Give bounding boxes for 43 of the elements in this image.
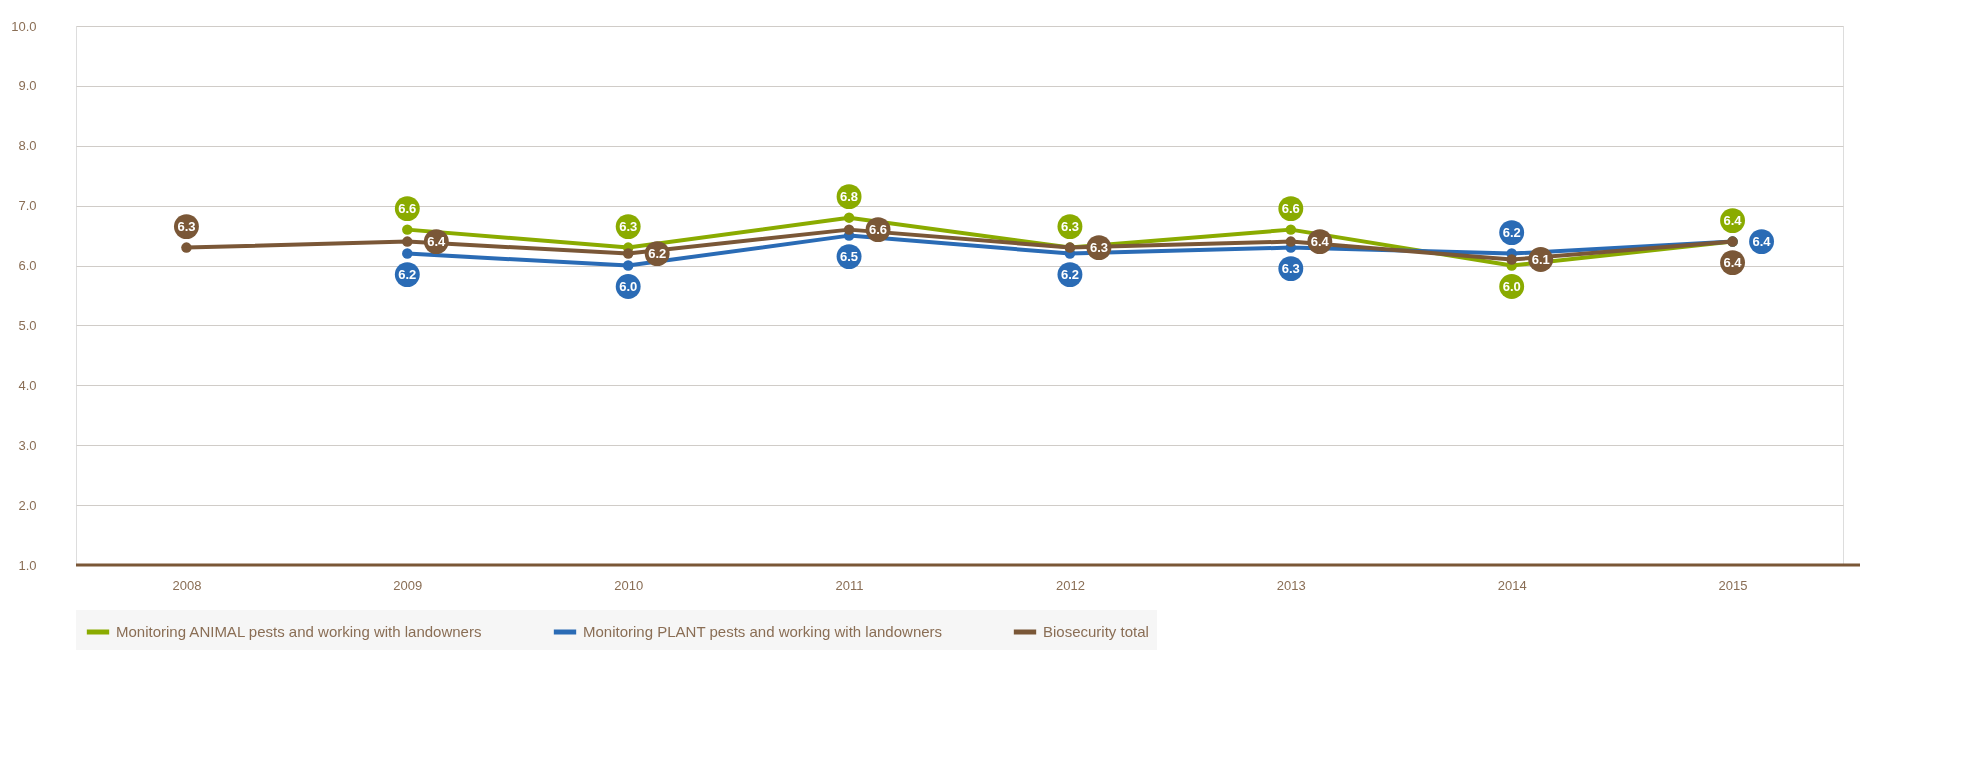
data-label: 6.2 [1502,224,1521,240]
data-label: 6.3 [1089,239,1108,255]
y-tick-label: 5.0 [18,317,37,333]
x-tick-label: 2010 [614,577,644,593]
legend-label: Monitoring ANIMAL pests and working with landowners [116,623,482,640]
data-label: 6.4 [1310,233,1330,249]
y-tick-label: 6.0 [18,258,37,274]
data-label: 6.6 [869,221,888,237]
y-tick-label: 2.0 [18,497,37,513]
y-tick-label: 8.0 [18,138,37,154]
y-tick-label: 3.0 [18,437,37,453]
legend-label: Monitoring PLANT pests and working with landowners [583,623,943,640]
data-label: 6.5 [840,248,859,264]
data-label: 6.3 [619,218,638,234]
data-label: 6.6 [1281,200,1300,216]
data-label: 6.4 [1723,254,1743,270]
data-label: 6.4 [427,233,447,249]
data-label: 6.0 [619,278,638,294]
data-label: 6.0 [1502,278,1521,294]
legend-label: Biosecurity total [1043,623,1149,640]
data-label: 6.8 [840,188,859,204]
data-label: 6.6 [398,200,417,216]
data-label: 6.4 [1723,212,1743,228]
data-label: 6.2 [398,266,417,282]
y-tick-label: 4.0 [18,377,37,393]
data-label: 6.2 [648,245,667,261]
y-tick-label: 1.0 [18,557,37,573]
data-label: 6.3 [1060,218,1079,234]
x-tick-label: 2009 [393,577,423,593]
y-tick-label: 10.0 [11,18,37,34]
x-tick-label: 2011 [835,577,864,593]
data-label: 6.2 [1060,266,1079,282]
x-tick-label: 2014 [1497,577,1527,593]
data-label: 6.3 [177,218,196,234]
data-label: 6.4 [1752,233,1772,249]
x-tick-label: 2008 [172,577,202,593]
y-tick-label: 7.0 [18,198,37,214]
x-tick-label: 2015 [1718,577,1748,593]
y-tick-label: 9.0 [18,78,37,94]
x-tick-label: 2012 [1055,577,1085,593]
data-label: 6.1 [1531,251,1550,267]
x-tick-label: 2013 [1276,577,1306,593]
data-label: 6.3 [1281,260,1300,276]
